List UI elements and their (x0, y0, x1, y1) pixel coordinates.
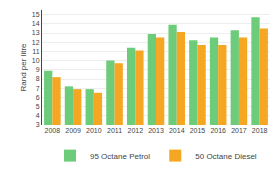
svg-text:2015: 2015 (190, 127, 206, 134)
svg-text:2011: 2011 (107, 127, 122, 134)
svg-text:2018: 2018 (252, 127, 268, 134)
svg-text:3: 3 (36, 121, 40, 128)
svg-text:7: 7 (36, 85, 40, 92)
svg-text:5: 5 (36, 103, 40, 110)
svg-text:2010: 2010 (86, 127, 102, 134)
svg-text:2016: 2016 (210, 127, 226, 134)
svg-text:13: 13 (32, 29, 40, 36)
svg-text:Rand per litre: Rand per litre (19, 43, 28, 92)
svg-text:14: 14 (32, 20, 40, 27)
svg-text:10: 10 (32, 57, 40, 64)
svg-text:4: 4 (36, 112, 40, 119)
svg-text:9: 9 (36, 66, 40, 73)
svg-text:11: 11 (32, 48, 39, 55)
svg-text:2013: 2013 (148, 127, 164, 134)
svg-text:6: 6 (36, 94, 40, 101)
svg-text:2017: 2017 (231, 127, 247, 134)
svg-text:15: 15 (32, 11, 40, 18)
svg-text:8: 8 (36, 75, 40, 82)
svg-text:12: 12 (32, 39, 40, 46)
svg-text:2014: 2014 (169, 127, 185, 134)
svg-text:2009: 2009 (65, 127, 81, 134)
svg-text:2012: 2012 (127, 127, 143, 134)
svg-text:50 Octane Diesel: 50 Octane Diesel (195, 152, 257, 161)
svg-text:2008: 2008 (45, 127, 61, 134)
svg-text:95 Octane Petrol: 95 Octane Petrol (90, 152, 150, 161)
